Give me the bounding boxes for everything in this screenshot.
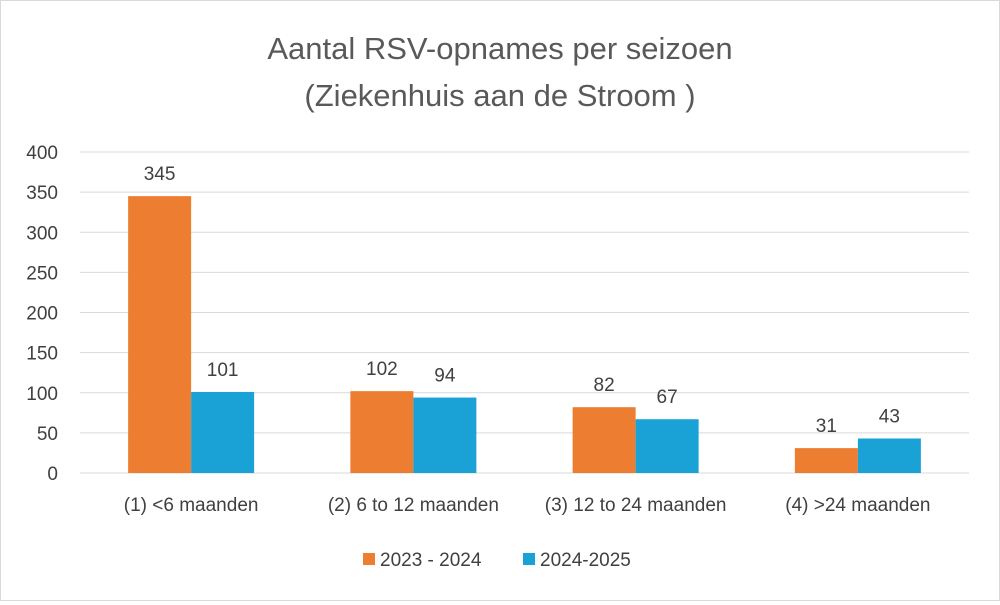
x-category-label: (4) >24 maanden	[785, 495, 930, 516]
y-tick-label: 100	[26, 384, 58, 405]
bar-1-1	[128, 196, 192, 473]
y-tick-label: 200	[26, 304, 58, 325]
chart-title-line-2: (Ziekenhuis aan de Stroom )	[304, 78, 695, 113]
y-tick-label: 50	[37, 424, 58, 445]
data-label: 101	[207, 360, 239, 381]
data-label: 31	[816, 416, 837, 437]
data-label: 82	[594, 375, 615, 396]
bar-1-4	[794, 448, 858, 473]
data-label: 345	[144, 164, 176, 185]
x-category-label: (2) 6 to 12 maanden	[328, 495, 499, 516]
data-label: 102	[366, 359, 398, 380]
legend-entry: 2024-2025	[540, 550, 631, 571]
legend-swatch	[523, 553, 535, 565]
bar-2-4	[857, 438, 921, 473]
y-tick-label: 350	[26, 183, 58, 204]
y-tick-label: 150	[26, 344, 58, 365]
legend-entry: 2023 - 2024	[380, 550, 482, 571]
bar-2-1	[191, 391, 255, 473]
bars	[128, 196, 921, 473]
data-label: 67	[657, 387, 678, 408]
bar-2-3	[635, 419, 699, 473]
y-tick-label: 250	[26, 263, 58, 284]
data-labels: 345 101 102 94 82 67 31 43	[144, 164, 900, 437]
chart-title-line-1: Aantal RSV-opnames per seizoen	[267, 31, 732, 66]
bar-2-2	[413, 397, 477, 473]
x-category-label: (1) <6 maanden	[124, 495, 259, 516]
y-axis-ticks: 0 50 100 150 200 250 300 350 400	[26, 143, 58, 485]
legend: 2023 - 2024 2024-2025	[363, 550, 631, 571]
x-category-label: (3) 12 to 24 maanden	[545, 495, 727, 516]
y-tick-label: 0	[47, 464, 58, 485]
bar-1-2	[350, 391, 414, 473]
y-tick-label: 300	[26, 223, 58, 244]
legend-swatch	[363, 553, 375, 565]
x-axis-categories: (1) <6 maanden (2) 6 to 12 maanden (3) 12 …	[124, 495, 931, 516]
data-label: 43	[879, 406, 900, 427]
bar-1-3	[572, 407, 636, 473]
data-label: 94	[434, 366, 456, 387]
y-tick-label: 400	[26, 143, 58, 164]
